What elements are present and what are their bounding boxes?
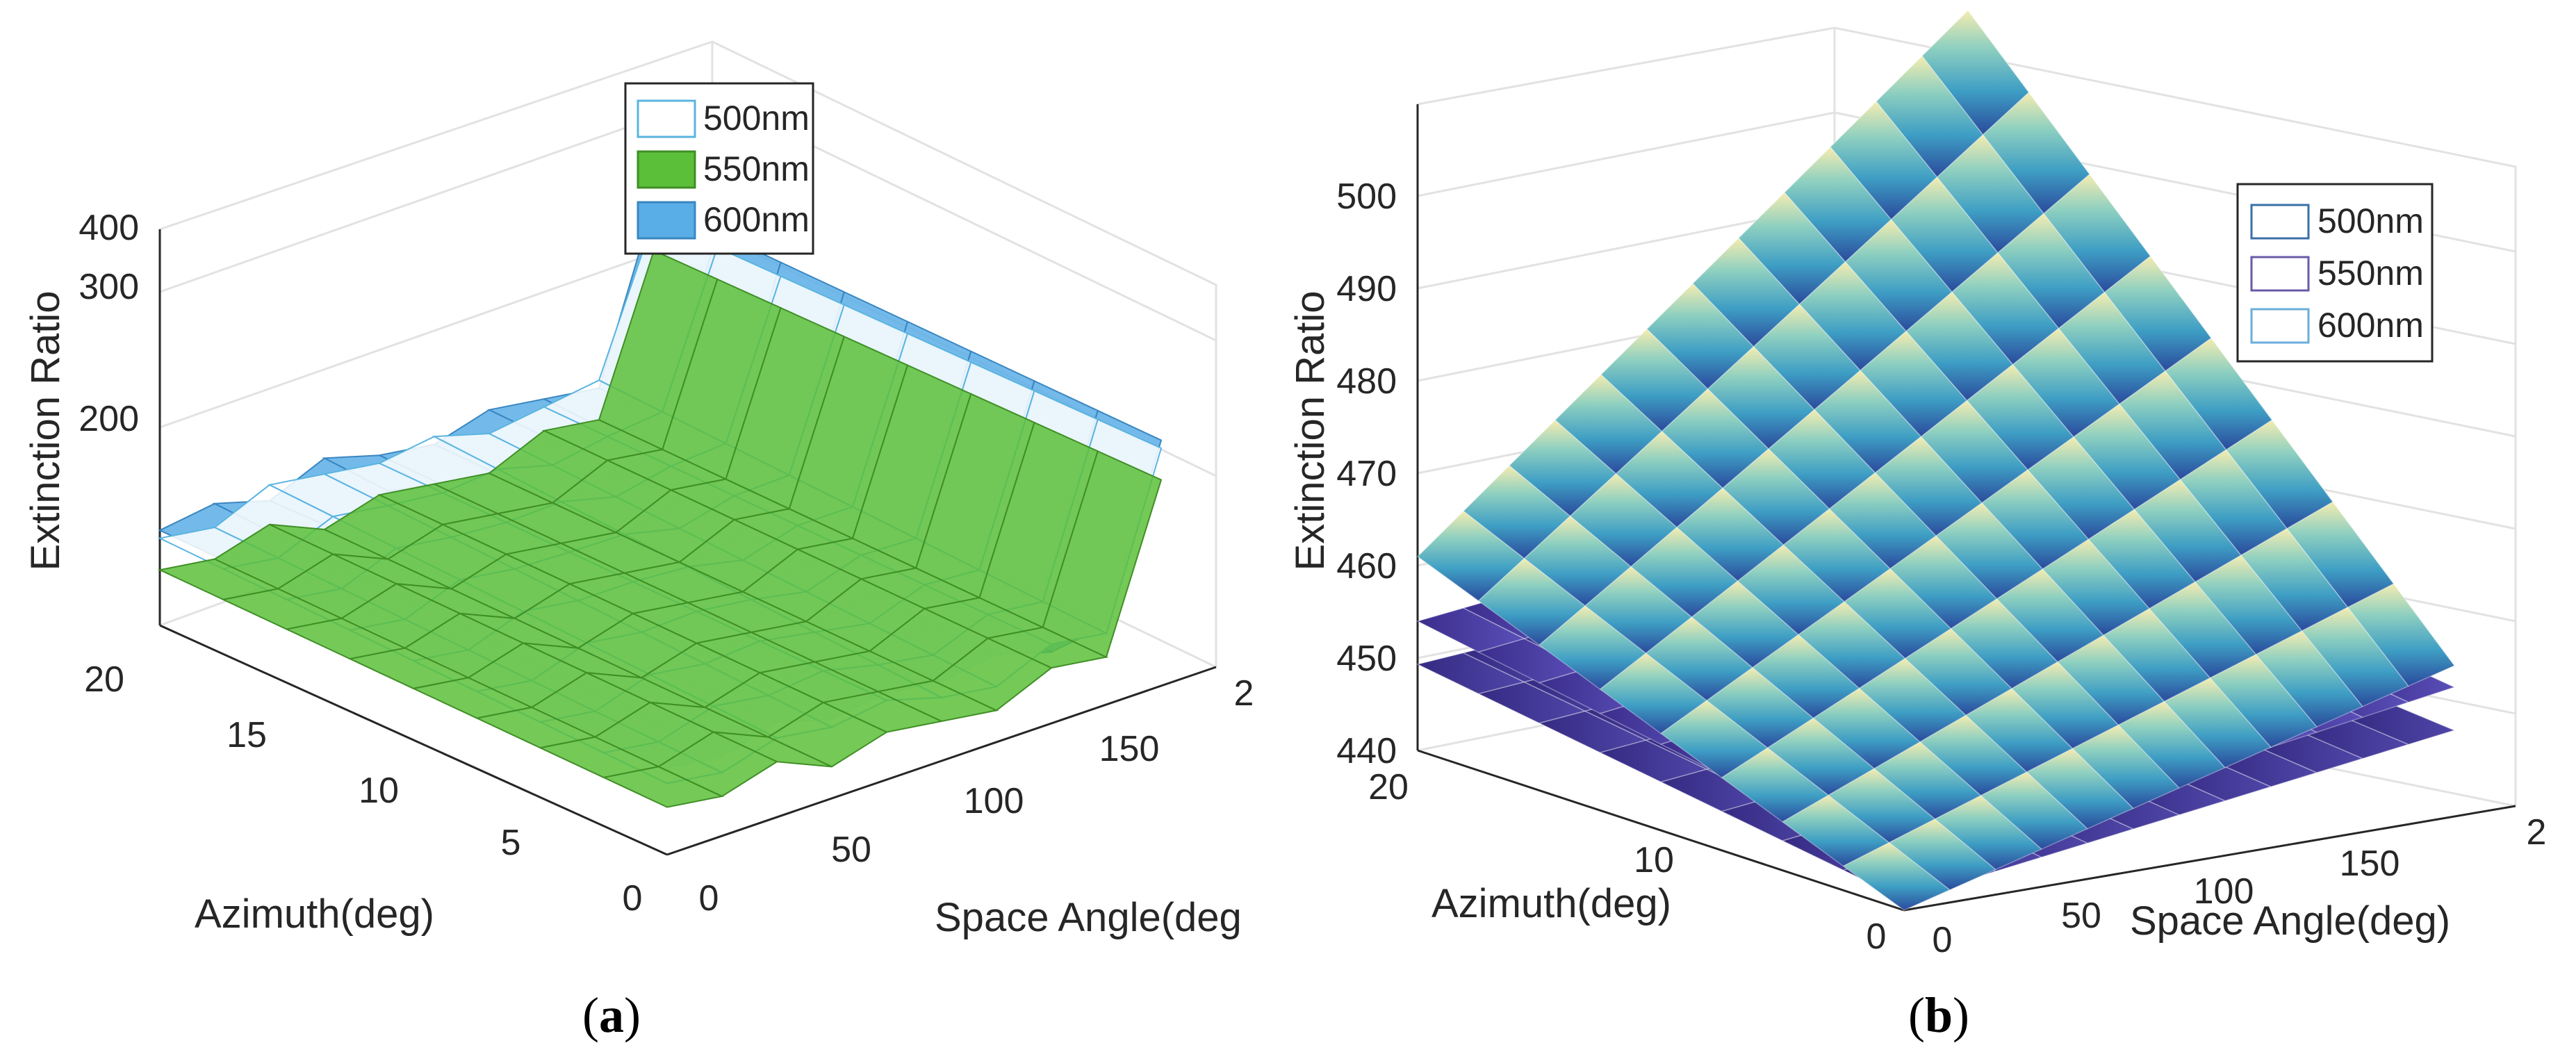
a-legend-label-600nm: 600nm: [703, 200, 810, 239]
b-x-axis-label: Space Angle(deg): [2130, 898, 2450, 944]
a-y-axis-label: Azimuth(deg): [195, 891, 434, 937]
a-y-tick-15: 15: [227, 715, 267, 755]
b-z-tick-440: 440: [1336, 731, 1397, 771]
b-z-tick-480: 480: [1336, 361, 1397, 402]
b-surface-cell-500nm: [1921, 9, 2030, 135]
b-legend-label-550nm: 550nm: [2317, 254, 2424, 293]
b-z-axis-label: Extinction Ratio: [1288, 291, 1333, 571]
panel-a: 200 300 400 20 15 10 5 0 0 50 100 150 2 …: [23, 40, 1254, 1043]
b-y-tick-20: 20: [1368, 767, 1409, 807]
a-y-tick-0: 0: [623, 878, 643, 919]
b-legend-swatch-600nm: [2250, 308, 2310, 344]
a-x-tick-labels: 0 50 100 150 2: [699, 673, 1254, 919]
a-y-tick-10: 10: [359, 771, 399, 811]
a-legend-label-500nm: 500nm: [703, 99, 810, 138]
a-z-tick-300: 300: [79, 267, 139, 307]
b-x-tick-50: 50: [2061, 896, 2101, 936]
b-z-tick-490: 490: [1336, 269, 1397, 309]
a-x-tick-50: 50: [831, 830, 871, 870]
a-z-tick-400: 400: [79, 208, 139, 248]
b-legend-label-500nm: 500nm: [2317, 202, 2424, 240]
b-x-tick-150: 150: [2340, 844, 2400, 884]
a-y-tick-20: 20: [84, 659, 124, 700]
b-legend-swatch-550nm: [2250, 256, 2310, 292]
b-y-tick-labels: 20 10 0: [1368, 767, 1886, 957]
a-x-axis-label: Space Angle(deg: [935, 895, 1242, 940]
a-x-tick-100: 100: [964, 781, 1024, 821]
a-legend-swatch-600nm: [637, 201, 696, 240]
b-legend-swatch-500nm: [2250, 204, 2310, 240]
b-legend-label-600nm: 600nm: [2317, 306, 2424, 345]
b-z-tick-labels: 440 450 460 470 480 490 500: [1336, 176, 1397, 771]
b-z-tick-460: 460: [1336, 546, 1397, 586]
a-legend: 500nm 550nm 600nm: [624, 82, 814, 255]
a-legend-label-550nm: 550nm: [703, 149, 810, 188]
a-axes: [158, 229, 1217, 856]
b-z-tick-470: 470: [1336, 454, 1397, 494]
b-y-tick-0: 0: [1867, 917, 1887, 957]
a-z-tick-200: 200: [79, 399, 139, 439]
a-surface-cell-550nm: [1042, 450, 1163, 658]
a-legend-swatch-550nm: [637, 150, 696, 189]
b-y-tick-10: 10: [1634, 840, 1674, 880]
b-axes: [1416, 104, 2516, 912]
b-z-tick-500: 500: [1336, 176, 1397, 217]
b-x-tick-0: 0: [1933, 920, 1953, 960]
a-y-tick-labels: 20 15 10 5 0: [84, 659, 642, 919]
a-legend-swatch-500nm: [637, 99, 696, 138]
a-surfaces: [157, 202, 1163, 808]
a-x-tick-0: 0: [699, 878, 719, 919]
a-caption: (a): [582, 987, 641, 1043]
b-caption: (b): [1908, 987, 1969, 1043]
b-y-axis-label: Azimuth(deg): [1431, 881, 1671, 926]
b-x-tick-labels: 0 50 100 150 2: [1933, 812, 2547, 960]
b-x-tick-200: 2: [2527, 812, 2547, 853]
a-y-tick-5: 5: [501, 823, 521, 863]
panel-b: 440 450 460 470 480 490 500 20 10 0 0 50…: [1288, 9, 2547, 1043]
a-x-tick-200: 2: [1234, 673, 1254, 714]
a-x-tick-150: 150: [1099, 729, 1160, 769]
a-z-axis-label: Extinction Ratio: [23, 291, 68, 571]
b-surfaces: [1416, 9, 2456, 911]
b-z-tick-450: 450: [1336, 639, 1397, 679]
a-z-tick-labels: 200 300 400: [79, 208, 139, 439]
b-x-tick-100: 100: [2194, 871, 2254, 912]
b-legend: 500nm 550nm 600nm: [2236, 183, 2434, 363]
